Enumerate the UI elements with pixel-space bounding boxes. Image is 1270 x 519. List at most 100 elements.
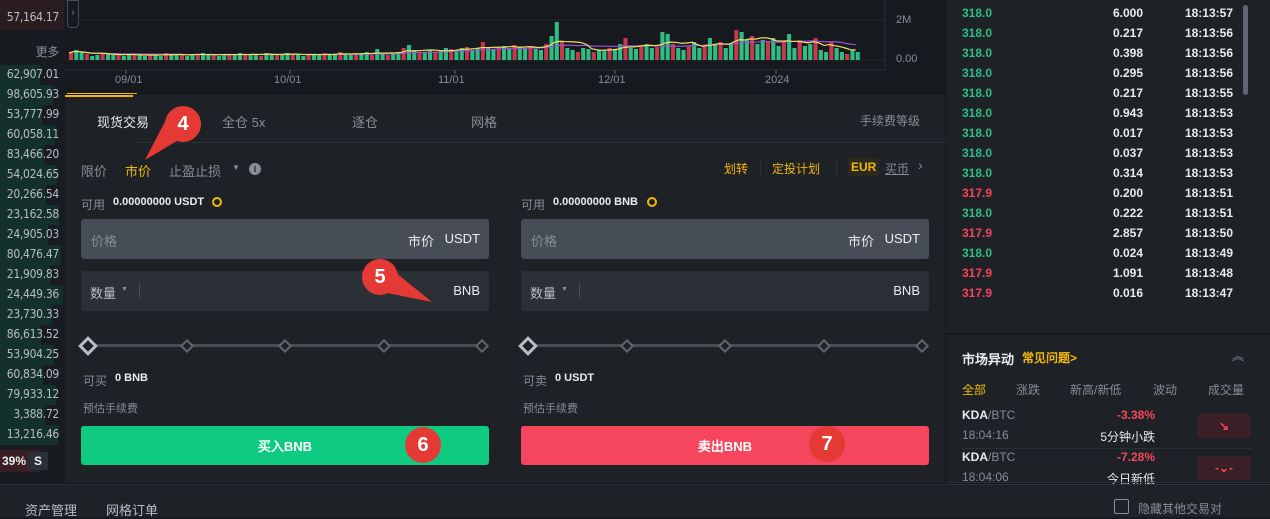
volume-bar [855,52,860,60]
tab-cross-margin[interactable]: 全仓 5x [222,115,266,130]
movers-filter[interactable]: 全部 [962,383,987,397]
s-button[interactable]: S [28,452,48,470]
hide-pairs-label[interactable]: 隐藏其他交易对 [1138,502,1223,516]
caret-down-icon[interactable]: ▼ [121,286,128,293]
trade-price: 318.0 [962,6,993,20]
list-value[interactable]: 24,905.03 [6,227,60,241]
trade-qty: 0.217 [1112,26,1143,40]
quantity-label[interactable]: 数量 [90,286,117,301]
fee-level-link[interactable]: 手续费等级 [860,114,921,128]
list-value[interactable]: 60,058.11 [6,127,60,141]
trade-row: 318.0 0.217 18:13:55 [946,86,1270,106]
max-sell-value: 0 USDT [555,372,595,384]
list-value[interactable]: 20,266.54 [6,187,60,201]
caret-down-icon[interactable]: ▼ [561,286,568,293]
volume-bar [259,56,264,60]
quantity-label[interactable]: 数量 [530,286,557,301]
volume-bar [322,53,327,60]
volume-bar [137,55,142,60]
volume-bar [248,55,253,60]
list-value[interactable]: 53,904.25 [6,347,60,361]
ma-short-line [68,37,856,56]
movers-filter[interactable]: 涨跌 [1016,383,1041,397]
buy-crypto-link[interactable]: 买币 [885,162,910,176]
row-depth-bg [0,245,61,265]
caret-down-icon[interactable]: ▼ [232,163,240,172]
order-type-market[interactable]: 市价 [125,164,152,179]
expand-chevron-icon[interactable]: › [67,0,79,28]
volume-bar [385,55,390,60]
buy-price-field[interactable]: 价格 市价 USDT [81,219,489,259]
volume-bar [523,48,528,60]
volume-bar [153,55,158,60]
volume-bar [311,54,316,60]
mover-quote: /BTC [988,450,1016,464]
volume-bar [127,55,132,60]
more-link[interactable]: 更多 [35,45,60,59]
info-icon[interactable]: i [249,163,261,175]
volume-bar [237,53,243,60]
list-value[interactable]: 54,024.65 [6,167,60,181]
new-low-icon[interactable]: -⌄- [1197,456,1251,480]
volume-bar [285,53,290,60]
list-value[interactable]: 79,933.12 [6,387,60,401]
scrollbar[interactable] [1243,5,1248,95]
volume-bar [607,48,612,60]
tab-grid-orders[interactable]: 网格订单 [106,503,159,518]
volume-bar [105,54,111,60]
volume-chart: › 2M 0.00 09/01 10/01 11/01 12/01 2024 [65,0,945,94]
volume-bar [121,56,126,60]
faq-link[interactable]: 常见问题> [1022,351,1078,365]
list-value[interactable]: 24,449.36 [6,287,60,301]
row-depth-bg [0,205,59,225]
chevron-right-icon[interactable]: › [918,157,923,173]
movers-filter[interactable]: 新高/新低 [1070,383,1122,397]
list-value[interactable]: 80,476.47 [6,247,60,261]
sell-price-field[interactable]: 价格 市价 USDT [521,219,929,259]
volume-bar [781,42,786,60]
order-type-stop[interactable]: 止盈止损 [169,164,222,179]
volume-bar [354,54,359,60]
buy-quantity-field[interactable]: 数量 ▼ BNB [81,271,489,311]
list-value[interactable]: 3,388.72 [13,407,59,421]
volume-bar [633,49,639,60]
tab-grid[interactable]: 网格 [471,115,498,130]
list-value[interactable]: 23,162.58 [6,207,60,221]
list-value[interactable]: 60,834.09 [6,367,60,381]
sell-button[interactable]: 卖出BNB [521,426,929,465]
volume-bar [729,44,734,60]
list-value[interactable]: 62,907.01 [6,67,60,81]
movers-filter[interactable]: 成交量 [1208,383,1245,397]
list-value[interactable]: 21,909.83 [6,267,60,281]
y-tick: 0.00 [896,53,918,65]
sell-quantity-field[interactable]: 数量 ▼ BNB [521,271,929,311]
list-value[interactable]: 13,216.46 [6,427,60,441]
trade-time: 18:13:56 [1184,26,1233,40]
volume-bar [79,52,84,60]
tab-spot[interactable]: 现货交易 [97,115,150,130]
volume-bar [665,34,670,60]
add-funds-icon[interactable] [647,197,657,207]
mover-item[interactable]: KDA/BTC 18:04:16 -3.38% 5分钟小跌 ↘ [946,408,1270,450]
hide-pairs-checkbox[interactable] [1114,499,1129,514]
collapse-icon[interactable]: ︽ [1232,349,1245,363]
tab-asset-management[interactable]: 资产管理 [25,503,78,518]
volume-bar [132,54,137,60]
list-value[interactable]: 98,605.93 [6,87,60,101]
movers-filter[interactable]: 波动 [1153,383,1178,397]
transfer-link[interactable]: 划转 [724,162,749,176]
row-depth-bg [0,325,41,345]
arrow-down-right-icon[interactable]: ↘ [1197,414,1251,438]
recurring-plan-link[interactable]: 定投计划 [772,162,821,176]
volume-bar [560,42,565,60]
tab-isolated[interactable]: 逐仓 [352,115,379,130]
volume-bar [570,50,575,60]
currency-badge[interactable]: EUR [848,158,880,176]
add-funds-icon[interactable] [212,197,222,207]
order-type-limit[interactable]: 限价 [81,164,108,179]
list-value[interactable]: 83,466.20 [6,147,60,161]
list-value[interactable]: 86,613.52 [6,327,60,341]
x-tick: 2024 [765,74,790,86]
list-value[interactable]: 53,777.99 [6,107,60,121]
list-value[interactable]: 23,730.33 [6,307,60,321]
